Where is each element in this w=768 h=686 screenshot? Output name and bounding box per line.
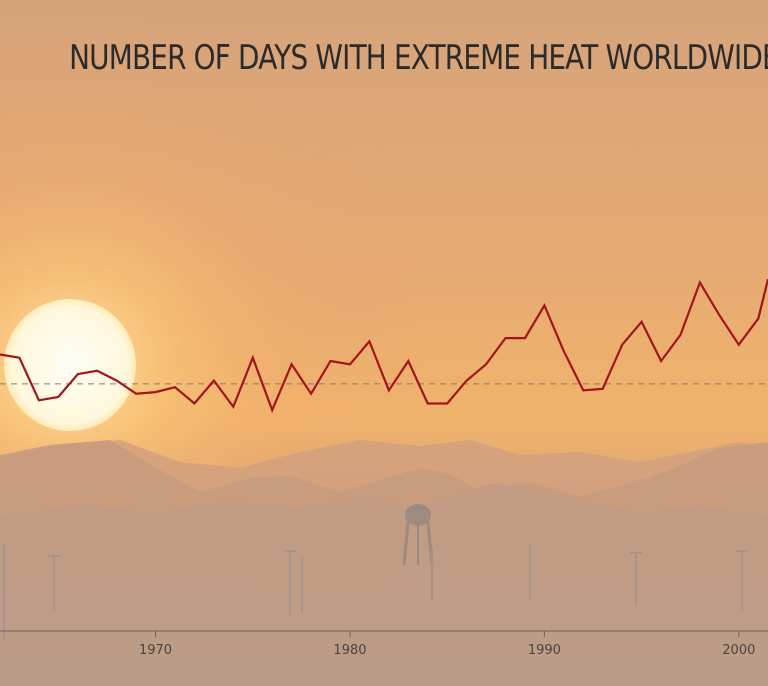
chart-title: NUMBER OF DAYS WITH EXTREME HEAT WORLDWI… — [69, 38, 768, 78]
x-tick-label: 1980 — [333, 643, 366, 658]
utility-poles — [3, 545, 748, 640]
x-tick-label: 1970 — [139, 643, 172, 658]
water-tower — [402, 504, 434, 566]
series-line — [0, 279, 768, 414]
x-tick-label: 2000 — [722, 643, 755, 658]
x-tick-label: 1990 — [528, 643, 561, 658]
